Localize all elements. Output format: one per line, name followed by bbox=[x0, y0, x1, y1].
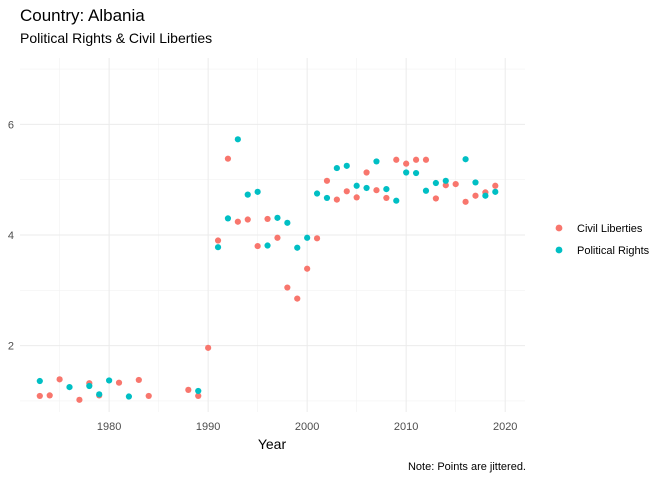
legend-key bbox=[555, 224, 563, 232]
data-point bbox=[195, 392, 202, 400]
x-tick-label: 1990 bbox=[196, 421, 220, 433]
x-axis-ticks: 1980 1990 2000 2010 2020 bbox=[97, 421, 518, 433]
data-point bbox=[403, 160, 410, 167]
data-point bbox=[492, 188, 499, 195]
data-point bbox=[373, 187, 380, 194]
data-point bbox=[313, 235, 321, 242]
chart-caption: Note: Points are jittered. bbox=[408, 461, 526, 473]
x-axis-title: Year bbox=[258, 436, 287, 452]
grid-lines bbox=[20, 58, 525, 412]
data-point bbox=[363, 184, 370, 192]
data-point bbox=[36, 392, 43, 400]
y-tick-label: 2 bbox=[8, 341, 14, 353]
data-point bbox=[274, 234, 281, 241]
x-tick-label: 2010 bbox=[394, 421, 418, 433]
data-point bbox=[472, 192, 479, 199]
data-point bbox=[472, 179, 479, 186]
data-point bbox=[304, 265, 311, 272]
data-point bbox=[393, 156, 400, 163]
data-point bbox=[333, 196, 340, 203]
data-point bbox=[185, 386, 192, 393]
data-point bbox=[452, 181, 459, 188]
data-point bbox=[363, 169, 370, 176]
data-points bbox=[36, 136, 499, 403]
data-point bbox=[432, 195, 439, 202]
data-point bbox=[36, 377, 43, 385]
data-point bbox=[492, 182, 499, 189]
legend-key bbox=[555, 246, 563, 254]
data-point bbox=[284, 219, 291, 226]
data-point bbox=[383, 194, 390, 202]
data-point bbox=[432, 179, 439, 187]
y-tick-label: 4 bbox=[8, 230, 14, 242]
data-point bbox=[373, 158, 380, 165]
data-point bbox=[304, 234, 311, 241]
data-point bbox=[343, 188, 350, 195]
chart-title: Country: Albania bbox=[20, 6, 145, 25]
data-point bbox=[353, 194, 360, 201]
data-point bbox=[333, 164, 340, 172]
data-point bbox=[234, 136, 241, 143]
data-point bbox=[86, 382, 93, 390]
data-point bbox=[323, 194, 331, 202]
data-point bbox=[343, 162, 350, 169]
data-point bbox=[462, 156, 469, 163]
data-point bbox=[482, 192, 489, 199]
data-point bbox=[115, 379, 123, 386]
data-point bbox=[294, 295, 301, 302]
data-point bbox=[205, 344, 212, 351]
data-point bbox=[234, 218, 241, 225]
data-point bbox=[383, 185, 390, 193]
data-point bbox=[403, 169, 410, 176]
data-point bbox=[254, 242, 261, 250]
chart-subtitle: Political Rights & Civil Liberties bbox=[20, 30, 212, 46]
data-point bbox=[264, 242, 271, 249]
data-point bbox=[323, 177, 331, 184]
data-point bbox=[56, 376, 63, 383]
data-point bbox=[294, 244, 301, 251]
data-point bbox=[66, 384, 73, 391]
data-point bbox=[106, 377, 113, 384]
x-tick-label: 2000 bbox=[295, 421, 319, 433]
x-tick-label: 1980 bbox=[97, 421, 121, 433]
data-point bbox=[442, 177, 449, 184]
data-point bbox=[462, 198, 469, 205]
data-point bbox=[422, 156, 430, 163]
data-point bbox=[214, 237, 222, 244]
data-point bbox=[244, 191, 251, 198]
data-point bbox=[224, 215, 232, 222]
data-point bbox=[313, 190, 321, 197]
legend: Civil Liberties Political Rights bbox=[555, 223, 650, 257]
data-point bbox=[412, 169, 420, 177]
data-point bbox=[46, 392, 53, 399]
data-point bbox=[214, 244, 222, 251]
data-point bbox=[145, 392, 152, 400]
data-point bbox=[125, 393, 133, 400]
data-point bbox=[393, 197, 400, 204]
data-point bbox=[422, 187, 430, 194]
data-point bbox=[254, 188, 261, 195]
data-point bbox=[135, 376, 142, 384]
data-point bbox=[442, 182, 449, 189]
data-point bbox=[274, 214, 281, 221]
data-point bbox=[264, 215, 271, 223]
legend-label: Civil Liberties bbox=[577, 223, 643, 235]
data-point bbox=[224, 155, 232, 162]
data-point bbox=[284, 284, 291, 291]
data-point bbox=[96, 391, 103, 398]
x-tick-label: 2020 bbox=[493, 421, 517, 433]
y-axis-ticks: 2 4 6 bbox=[8, 119, 14, 352]
legend-label: Political Rights bbox=[577, 245, 650, 257]
data-point bbox=[244, 216, 251, 223]
y-tick-label: 6 bbox=[8, 119, 14, 131]
data-point bbox=[76, 396, 83, 403]
data-point bbox=[353, 182, 360, 189]
data-point bbox=[412, 156, 420, 163]
data-point bbox=[195, 387, 202, 395]
